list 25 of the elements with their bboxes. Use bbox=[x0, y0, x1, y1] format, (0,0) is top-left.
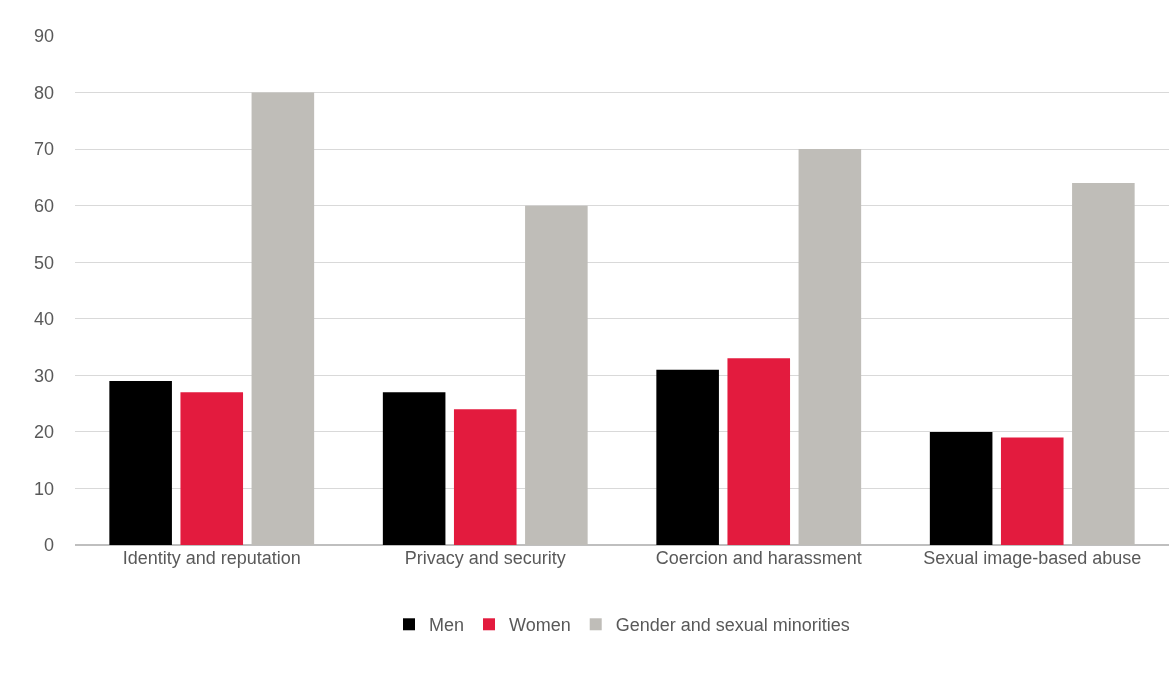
y-tick-label: 70 bbox=[33, 139, 54, 160]
y-tick-label: 20 bbox=[33, 422, 54, 443]
legend-label: Men bbox=[429, 615, 465, 636]
bar bbox=[453, 409, 517, 545]
legend-label: Gender and sexual minorities bbox=[615, 615, 850, 636]
legend-label: Women bbox=[509, 615, 571, 636]
bar bbox=[1000, 437, 1064, 545]
x-tick-label: Identity and reputation bbox=[122, 548, 301, 568]
bar bbox=[109, 380, 172, 545]
bar bbox=[382, 392, 446, 545]
x-tick-label: Sexual image-based abuse bbox=[923, 548, 1142, 568]
y-tick-label: 60 bbox=[33, 195, 54, 216]
y-tick-label: 10 bbox=[33, 478, 54, 499]
y-tick-label: 0 bbox=[43, 535, 54, 556]
y-tick-label: 90 bbox=[33, 26, 54, 47]
y-tick-label: 80 bbox=[33, 82, 54, 103]
y-tick-label: 30 bbox=[33, 365, 54, 386]
x-tick-label: Coercion and harassment bbox=[655, 548, 862, 568]
bar bbox=[929, 431, 993, 545]
bar bbox=[656, 369, 719, 545]
bar bbox=[180, 392, 244, 545]
y-tick-label: 50 bbox=[33, 252, 54, 273]
y-tick-label: 40 bbox=[33, 309, 54, 330]
bar bbox=[727, 358, 791, 545]
x-tick-label: Privacy and security bbox=[404, 548, 566, 568]
